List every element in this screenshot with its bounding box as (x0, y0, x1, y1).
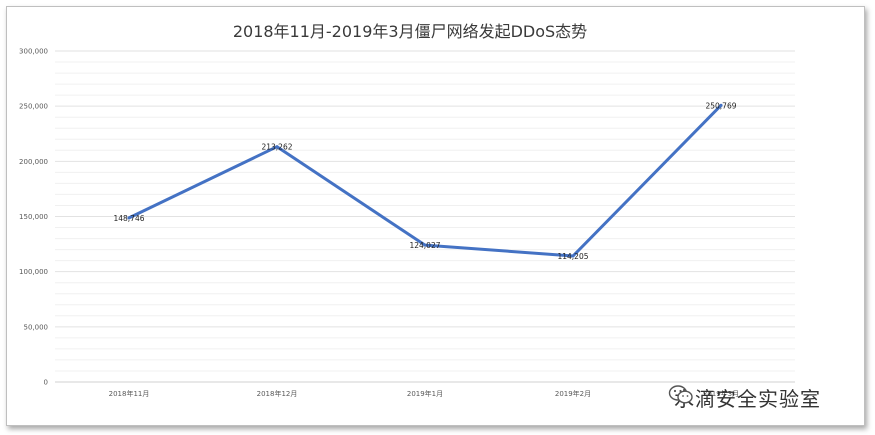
watermark: 水滴安全实验室 (668, 384, 821, 411)
y-tick-label: 50,000 (24, 323, 49, 331)
data-label: 250,769 (705, 101, 736, 110)
y-tick-label: 150,000 (19, 213, 48, 221)
y-tick-label: 0 (44, 379, 48, 387)
watermark-text: 水滴安全实验室 (674, 386, 821, 411)
data-point (719, 103, 723, 107)
data-label: 114,205 (557, 252, 588, 261)
y-tick-label: 300,000 (19, 48, 48, 56)
x-tick-label: 2019年2月 (555, 389, 591, 398)
x-tick-label: 2018年12月 (257, 389, 298, 398)
data-point (423, 243, 427, 247)
wechat-icon (668, 385, 693, 404)
x-tick-label: 2019年1月 (407, 389, 443, 398)
y-tick-label: 200,000 (19, 158, 48, 166)
data-label: 213,262 (261, 143, 292, 152)
data-point (127, 216, 131, 220)
y-tick-label: 100,000 (19, 268, 48, 276)
data-point (571, 254, 575, 258)
chart-title: 2018年11月-2019年3月僵尸网络发起DDoS态势 (232, 22, 588, 41)
x-tick-label: 2019年3月 (703, 389, 739, 398)
data-label: 124,027 (409, 241, 440, 250)
data-label: 148,746 (113, 214, 144, 223)
y-tick-label: 250,000 (19, 103, 48, 111)
data-point (275, 145, 279, 149)
x-tick-label: 2018年11月 (109, 389, 150, 398)
